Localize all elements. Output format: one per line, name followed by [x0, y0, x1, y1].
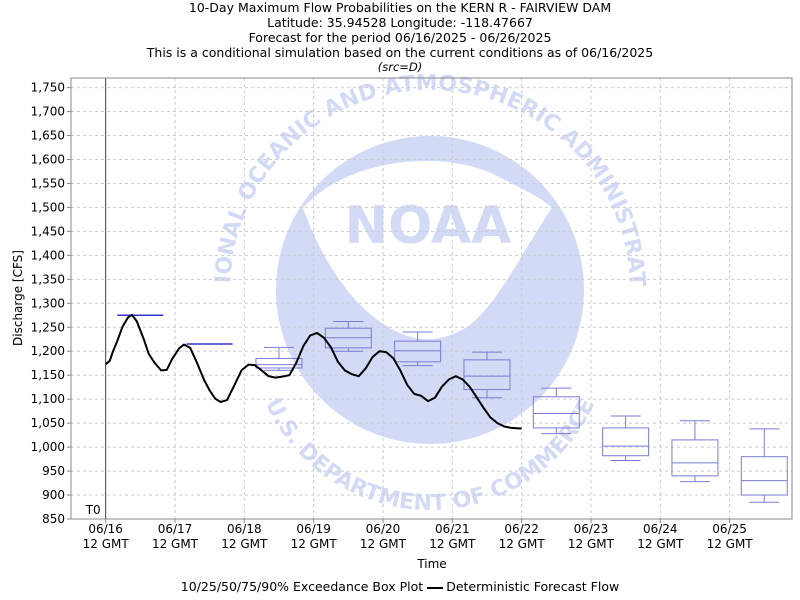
y-tick-label: 1,350 — [31, 272, 65, 286]
chart-legend: 10/25/50/75/90% Exceedance Box Plot Deter… — [0, 579, 800, 594]
x-tick-time-label: 12 GMT — [360, 537, 407, 551]
x-tick-time-label: 12 GMT — [429, 537, 476, 551]
y-axis: 850 900 950 1,000 1,050 1,100 1,150 1,200 1,250 1… — [31, 81, 71, 526]
t0-label: T0 — [85, 503, 101, 517]
chart-subtitle-period: Forecast for the period 06/16/2025 - 06/… — [248, 30, 552, 45]
y-tick-label: 1,750 — [31, 81, 65, 95]
grid-lines — [71, 78, 792, 520]
y-tick-label: 1,650 — [31, 129, 65, 143]
y-tick-label: 1,150 — [31, 368, 65, 382]
x-tick-date-label: 06/25 — [712, 522, 747, 536]
deterministic-flow-series — [105, 313, 522, 430]
chart-subtitle-conditions: This is a conditional simulation based o… — [146, 45, 654, 60]
box-iqr — [255, 357, 303, 369]
plot-area-frame — [70, 77, 793, 520]
box-iqr — [671, 439, 719, 477]
x-tick-date-label: 06/20 — [366, 522, 401, 536]
box-iqr — [463, 359, 511, 391]
y-tick-label: 1,200 — [31, 344, 65, 358]
exceedance-box — [532, 387, 580, 435]
chart-subtitle-location: Latitude: 35.94528 Longitude: -118.47667 — [267, 15, 533, 30]
box-iqr — [740, 456, 788, 496]
box-iqr — [394, 340, 442, 363]
x-tick-time-label: 12 GMT — [152, 537, 199, 551]
x-tick-time-label: 12 GMT — [291, 537, 338, 551]
y-tick-label: 1,600 — [31, 152, 65, 166]
exceedance-box — [740, 428, 788, 503]
t0-marker: T0 — [85, 78, 107, 519]
y-tick-label: 1,400 — [31, 248, 65, 262]
x-axis-label: Time — [416, 557, 446, 571]
exceedance-boxes — [117, 314, 788, 503]
y-tick-label: 900 — [42, 488, 65, 502]
x-tick-time-label: 12 GMT — [83, 537, 130, 551]
y-tick-label: 950 — [42, 464, 65, 478]
y-tick-label: 1,300 — [31, 296, 65, 310]
legend-deterministic-swatch — [427, 586, 444, 589]
y-tick-label: 1,550 — [31, 176, 65, 190]
legend-box-label: 10/25/50/75/90% Exceedance Box Plot — [180, 579, 424, 594]
x-tick-date-label: 06/21 — [435, 522, 470, 536]
x-tick-time-label: 12 GMT — [707, 537, 754, 551]
x-tick-date-label: 06/16 — [88, 522, 123, 536]
y-tick-label: 1,050 — [31, 416, 65, 430]
noaa-emblem-disc — [276, 136, 584, 444]
x-tick-date-label: 06/18 — [227, 522, 262, 536]
x-tick-date-label: 06/17 — [158, 522, 193, 536]
x-tick-date-label: 06/23 — [574, 522, 609, 536]
deterministic-flow-line — [105, 313, 522, 430]
noaa-watermark-logo: NOAA NATIONAL OCEANIC AND ATMOSPHERIC AD… — [0, 0, 649, 516]
y-tick-label: 1,500 — [31, 200, 65, 214]
x-tick-time-label: 12 GMT — [221, 537, 268, 551]
x-tick-time-label: 12 GMT — [499, 537, 546, 551]
y-tick-label: 1,000 — [31, 440, 65, 454]
y-tick-label: 1,450 — [31, 224, 65, 238]
exceedance-box — [602, 415, 650, 462]
x-tick-date-label: 06/24 — [643, 522, 678, 536]
y-tick-label: 1,250 — [31, 320, 65, 334]
x-tick-time-label: 12 GMT — [637, 537, 684, 551]
noaa-gull-shape — [303, 160, 552, 340]
chart-title: 10-Day Maximum Flow Probabilities on the… — [188, 0, 612, 15]
chart-title-block: 10-Day Maximum Flow Probabilities on the… — [0, 0, 800, 75]
exceedance-box — [671, 420, 719, 483]
box-iqr — [532, 396, 580, 429]
exceedance-box — [463, 351, 511, 399]
noaa-wordmark: NOAA — [345, 196, 512, 256]
y-tick-label: 1,100 — [31, 392, 65, 406]
legend-line-label: Deterministic Forecast Flow — [446, 579, 620, 594]
x-tick-time-label: 12 GMT — [568, 537, 615, 551]
x-tick-date-label: 06/19 — [296, 522, 331, 536]
x-tick-date-label: 06/22 — [504, 522, 539, 536]
y-axis-label: Discharge [CFS] — [11, 250, 25, 346]
exceedance-box — [394, 331, 442, 367]
chart-source: (src=D) — [377, 60, 423, 74]
y-tick-label: 1,700 — [31, 105, 65, 119]
y-tick-label: 850 — [42, 512, 65, 526]
box-iqr — [602, 427, 650, 457]
